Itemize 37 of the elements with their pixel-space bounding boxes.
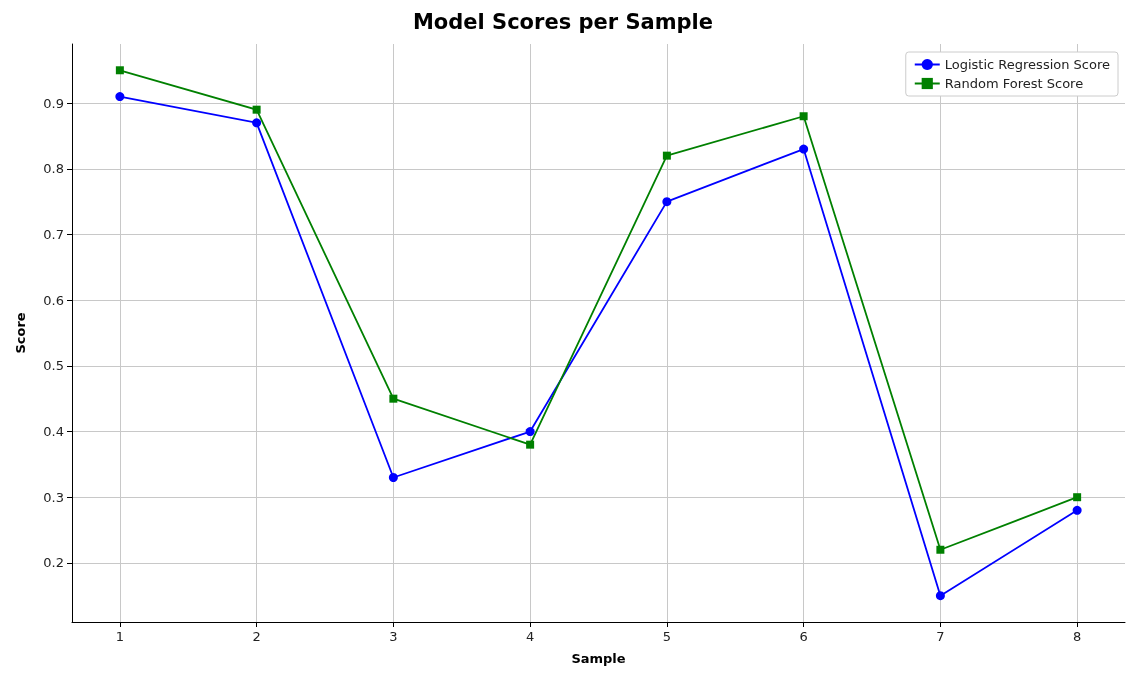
point: [936, 545, 945, 554]
point: [252, 118, 262, 128]
y-tick-label: 0.3: [43, 489, 64, 505]
point: [799, 144, 809, 154]
y-tick-label: 0.5: [43, 358, 64, 374]
point: [1072, 505, 1082, 515]
y-tick-label: 0.6: [43, 292, 64, 308]
point: [1073, 493, 1082, 502]
point: [662, 197, 672, 207]
chart-title: Model Scores per Sample: [412, 9, 714, 34]
point: [935, 591, 945, 601]
x-tick-label: 1: [115, 629, 124, 644]
x-tick-label: 2: [252, 629, 261, 644]
y-axis-title: Score: [13, 312, 28, 354]
point: [662, 151, 671, 160]
y-tick-label: 0.4: [43, 424, 64, 440]
x-tick-label: 7: [936, 629, 945, 644]
x-tick-label: 6: [799, 629, 808, 644]
point: [115, 66, 124, 75]
point: [525, 427, 535, 437]
point: [115, 92, 125, 102]
point: [389, 394, 398, 403]
x-tick-label: 5: [662, 629, 672, 644]
x-tick-label: 8: [1073, 629, 1082, 644]
legend-label: Random Forest Score: [944, 76, 1084, 91]
legend-label: Logistic Regression Score: [944, 57, 1111, 72]
y-tick-label: 0.2: [43, 555, 64, 571]
point: [799, 112, 808, 121]
y-tick-label: 0.9: [43, 95, 64, 111]
point: [388, 473, 398, 482]
x-axis-title: Sample: [571, 651, 626, 666]
point: [252, 105, 261, 114]
x-tick-label: 3: [389, 629, 398, 644]
y-tick-label: 0.8: [43, 161, 64, 177]
y-tick-label: 0.7: [43, 226, 64, 242]
point: [526, 440, 535, 449]
x-tick-label: 4: [525, 629, 535, 644]
